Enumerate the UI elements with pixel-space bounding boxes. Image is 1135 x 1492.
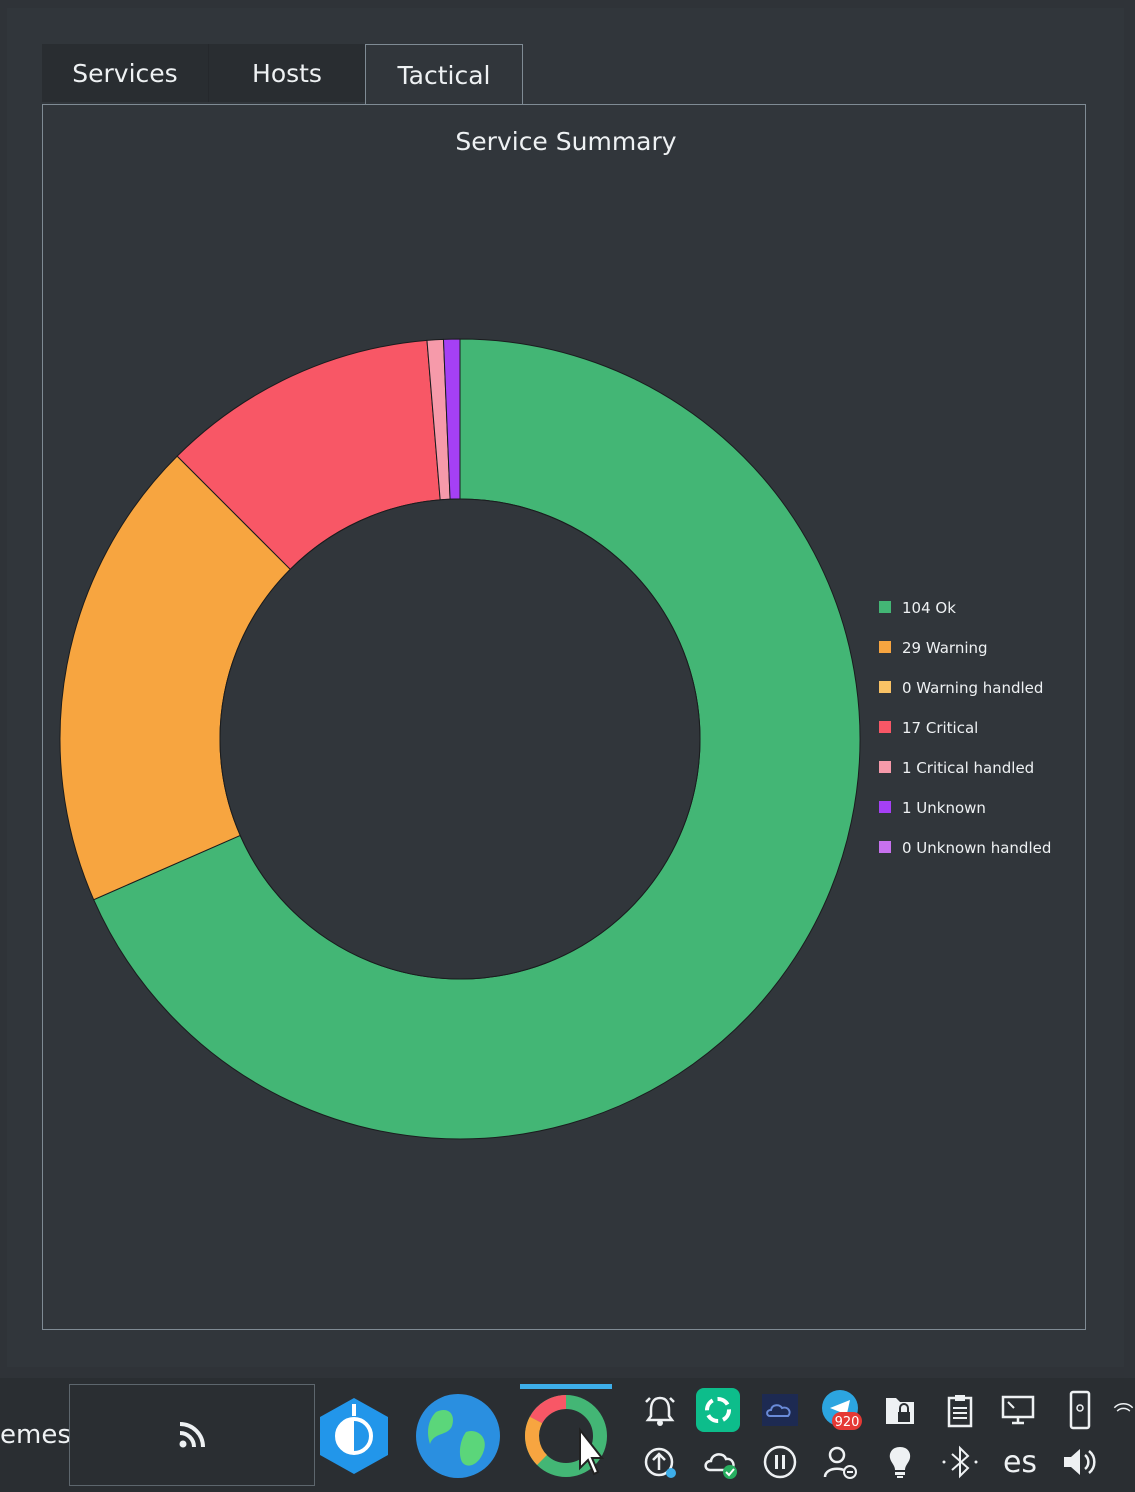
legend-label: 1 Critical handled	[902, 759, 1034, 777]
legend-label: 0 Warning handled	[902, 679, 1043, 697]
cloud-app-icon[interactable]	[758, 1388, 802, 1432]
display-icon[interactable]	[996, 1388, 1040, 1432]
pause-icon[interactable]	[758, 1440, 802, 1484]
legend-swatch	[879, 801, 891, 813]
chart-panel: Service Summary 104 Ok 29 Warning 0 Warnin…	[42, 104, 1086, 1330]
active-task-indicator	[520, 1384, 612, 1389]
taskbar-window-title[interactable]: emes	[0, 1420, 71, 1450]
legend-swatch	[879, 681, 891, 693]
legend-item[interactable]: 17 Critical	[879, 719, 978, 737]
rss-task-button[interactable]	[69, 1384, 315, 1486]
cursor-icon	[579, 1427, 605, 1476]
tab-bar: Services Hosts Tactical	[42, 44, 523, 105]
legend-label: 104 Ok	[902, 599, 956, 617]
element-icon[interactable]	[696, 1388, 740, 1432]
legend-item[interactable]: 1 Critical handled	[879, 759, 1034, 777]
language-indicator[interactable]: es	[1002, 1444, 1038, 1480]
wifi-icon[interactable]	[1112, 1388, 1135, 1432]
legend-label: 17 Critical	[902, 719, 978, 737]
legend-swatch	[879, 841, 891, 853]
volume-icon[interactable]	[1058, 1440, 1102, 1484]
legend-swatch	[879, 721, 891, 733]
telegram-icon[interactable]: 920	[818, 1388, 862, 1432]
alarm-icon[interactable]	[638, 1388, 682, 1432]
donut-hole	[219, 498, 701, 980]
tab-hosts[interactable]: Hosts	[208, 44, 365, 102]
legend-item[interactable]: 0 Warning handled	[879, 679, 1043, 697]
donut-slices	[59, 338, 861, 1140]
lightbulb-icon[interactable]	[878, 1440, 922, 1484]
telegram-badge: 920	[835, 1415, 860, 1430]
update-icon[interactable]	[638, 1440, 682, 1484]
keepassxc-icon[interactable]	[318, 1396, 390, 1476]
legend-item[interactable]: 0 Unknown handled	[879, 839, 1051, 857]
legend-label: 0 Unknown handled	[902, 839, 1051, 857]
vault-icon[interactable]	[878, 1388, 922, 1432]
clipboard-icon[interactable]	[938, 1388, 982, 1432]
chart-legend: 104 Ok 29 Warning 0 Warning handled 17 Crit…	[879, 599, 1051, 857]
chart-title: Service Summary	[455, 127, 676, 156]
tab-tactical[interactable]: Tactical	[365, 44, 523, 105]
globe-icon[interactable]	[414, 1392, 502, 1480]
legend-item[interactable]: 104 Ok	[879, 599, 956, 617]
legend-swatch	[879, 641, 891, 653]
user-icon[interactable]	[818, 1440, 862, 1484]
phone-icon[interactable]	[1058, 1388, 1102, 1432]
legend-swatch	[879, 601, 891, 613]
cloud-sync-icon[interactable]	[698, 1440, 742, 1484]
donut-chart-icon[interactable]	[520, 1390, 612, 1482]
legend-item[interactable]: 29 Warning	[879, 639, 988, 657]
legend-swatch	[879, 761, 891, 773]
service-summary-chart: Service Summary 104 Ok 29 Warning 0 Warnin…	[59, 127, 1051, 1140]
legend-label: 1 Unknown	[902, 799, 986, 817]
bluetooth-icon[interactable]	[938, 1440, 982, 1484]
tab-services[interactable]: Services	[42, 44, 208, 102]
rss-icon	[179, 1422, 205, 1448]
legend-label: 29 Warning	[902, 639, 988, 657]
legend-item[interactable]: 1 Unknown	[879, 799, 986, 817]
